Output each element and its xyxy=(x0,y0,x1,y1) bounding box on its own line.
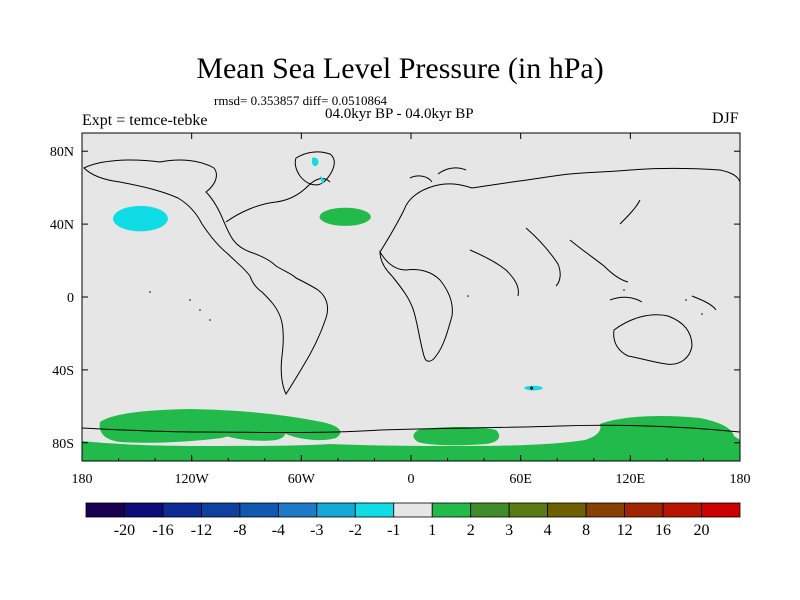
colorbar-swatch xyxy=(508,502,549,518)
colorbar-label: -12 xyxy=(191,522,212,539)
colorbar-swatch xyxy=(277,502,318,518)
y-tick-label: 80N xyxy=(50,145,74,160)
season-label: DJF xyxy=(712,110,739,127)
coastlines xyxy=(81,151,741,433)
colorbar-swatch xyxy=(662,502,702,518)
antarctic-anomaly-west-lobe xyxy=(219,425,285,441)
colorbar-label: -3 xyxy=(310,522,323,539)
x-tick-label: 120E xyxy=(616,472,646,487)
colorbar-label: -1 xyxy=(387,522,400,539)
colorbar-swatch xyxy=(547,502,587,518)
colorbar-label: -2 xyxy=(349,522,362,539)
chart-title: Mean Sea Level Pressure (in hPa) xyxy=(196,52,604,85)
coast-fragments xyxy=(149,289,703,321)
colorbar-label: -8 xyxy=(233,522,246,539)
colorbar-label: 16 xyxy=(655,522,671,539)
y-tick-label: 80S xyxy=(52,437,74,452)
y-tick-label: 40S xyxy=(52,364,74,379)
anomaly-north-atlantic xyxy=(319,207,371,226)
colorbar-swatch xyxy=(701,502,741,518)
colorbar-label: 4 xyxy=(544,522,552,539)
colorbar-swatch xyxy=(585,502,625,518)
indian-ocean-marker xyxy=(530,386,534,390)
x-tick-label: 60E xyxy=(509,472,532,487)
x-tick-label: 120W xyxy=(175,472,210,487)
colorbar-swatch xyxy=(316,502,356,518)
map-background xyxy=(82,133,740,461)
colorbar-swatch xyxy=(393,502,433,518)
x-tick-label: 0 xyxy=(408,472,415,487)
colorbar-label: 20 xyxy=(694,522,710,539)
colorbar-swatch xyxy=(431,502,472,518)
colorbar-label: 1 xyxy=(428,522,436,539)
colorbar-swatch xyxy=(239,502,279,518)
antarctic-anomaly-center xyxy=(413,427,500,446)
colorbar-label: -16 xyxy=(152,522,173,539)
anomaly-north-pacific xyxy=(113,205,168,232)
x-tick-label: 180 xyxy=(730,472,751,487)
colorbar-swatch xyxy=(162,502,202,518)
period-label: 04.0kyr BP - 04.0kyr BP xyxy=(325,106,474,122)
colorbar-swatch xyxy=(201,502,241,518)
x-tick-label: 180 xyxy=(72,472,93,487)
colorbar-label: 8 xyxy=(582,522,590,539)
colorbar-swatch xyxy=(124,502,164,518)
stats-text: rmsd= 0.353857 diff= 0.0510864 xyxy=(214,93,387,108)
antarctic-anomaly-west xyxy=(99,409,341,443)
antarctic-anomaly-east xyxy=(82,416,740,461)
colorbar-label: -20 xyxy=(114,522,135,539)
colorbar-swatch xyxy=(624,502,664,518)
colorbar-swatch xyxy=(354,502,395,518)
anomaly-southern-indian-ocean xyxy=(524,385,543,391)
y-tick-label: 0 xyxy=(67,291,74,306)
colorbar-swatch xyxy=(470,502,510,518)
colorbar-label: 12 xyxy=(617,522,633,539)
experiment-label: Expt = temce-tebke xyxy=(82,112,208,129)
x-tick-label: 60W xyxy=(288,472,316,487)
colorbar-label: 2 xyxy=(467,522,475,539)
y-tick-label: 40N xyxy=(50,218,74,233)
greenland-anomaly xyxy=(312,157,325,184)
colorbar-swatch xyxy=(85,502,125,518)
colorbar-label: -4 xyxy=(272,522,285,539)
colorbar-label: 3 xyxy=(505,522,513,539)
